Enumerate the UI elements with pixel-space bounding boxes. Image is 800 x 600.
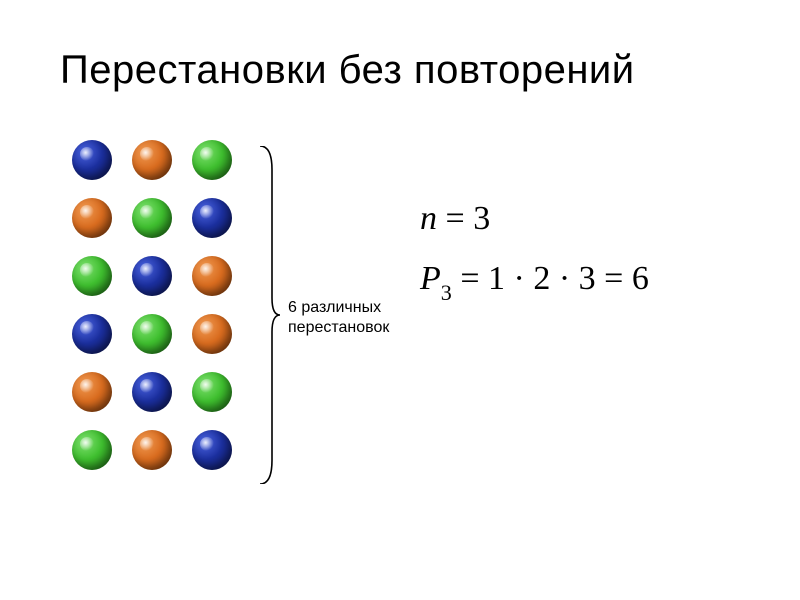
ball-green (132, 198, 172, 238)
ball-green (72, 430, 112, 470)
brace-svg (260, 146, 280, 484)
formula-n-equals-3: n = 3 (420, 200, 649, 238)
brace-label: 6 различных перестановок (288, 298, 389, 338)
ball-row (72, 314, 232, 354)
permutation-balls-grid (72, 140, 232, 470)
ball-row (72, 430, 232, 470)
ball-orange (72, 372, 112, 412)
ball-orange (192, 314, 232, 354)
ball-row (72, 140, 232, 180)
ball-green (132, 314, 172, 354)
brace-label-line2: перестановок (288, 319, 389, 336)
ball-orange (132, 430, 172, 470)
ball-orange (72, 198, 112, 238)
brace-label-line1: 6 различных (288, 299, 381, 316)
brace (260, 146, 280, 489)
ball-orange (192, 256, 232, 296)
ball-blue (192, 198, 232, 238)
formula-p3-equals-6: P3 = 1 · 2 · 3 = 6 (420, 260, 649, 303)
ball-blue (132, 372, 172, 412)
ball-row (72, 372, 232, 412)
ball-row (72, 198, 232, 238)
ball-blue (132, 256, 172, 296)
ball-row (72, 256, 232, 296)
ball-blue (192, 430, 232, 470)
ball-blue (72, 314, 112, 354)
ball-green (72, 256, 112, 296)
ball-green (192, 372, 232, 412)
ball-blue (72, 140, 112, 180)
slide-title: Перестановки без повторений (60, 48, 635, 93)
ball-green (192, 140, 232, 180)
formula-area: n = 3 P3 = 1 · 2 · 3 = 6 (420, 200, 649, 303)
ball-orange (132, 140, 172, 180)
